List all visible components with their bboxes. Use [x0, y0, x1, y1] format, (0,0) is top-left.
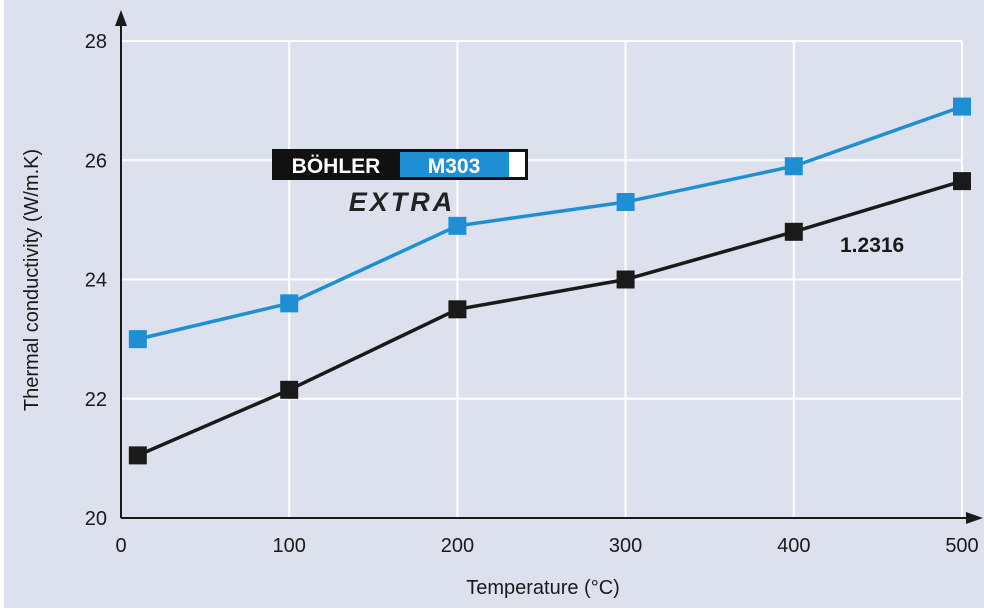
y-tick-label: 28 [85, 31, 107, 53]
bohler-m303-extra-logo: BÖHLER M303 EXTRA [272, 149, 528, 217]
y-tick-label: 26 [85, 150, 107, 172]
x-tick-label: 300 [609, 535, 642, 557]
x-tick-label: 200 [441, 535, 474, 557]
logo-white-box [509, 152, 525, 177]
x-tick-label: 0 [115, 535, 126, 557]
y-tick-label: 20 [85, 508, 107, 530]
x-tick-label: 500 [945, 535, 978, 557]
series-1-point [128, 446, 147, 465]
logo-bohler-text: BÖHLER [292, 155, 381, 178]
series-1-point [280, 380, 299, 399]
series-line-0 [137, 104, 963, 341]
series-0-point [784, 157, 803, 176]
x-tick-label: 400 [777, 535, 810, 557]
y-axis-label: Thermal conductivity (W/m.K) [21, 149, 43, 411]
series-0-point [448, 216, 467, 235]
x-tick-label: 100 [273, 535, 306, 557]
logo-blue-box [400, 152, 509, 177]
series-layer [128, 97, 971, 465]
axis-layer [115, 10, 983, 524]
tick-label-layer: 20 22 24 26 28 0 100 200 300 400 500 [85, 31, 979, 557]
series-label-1-2316: 1.2316 [840, 234, 904, 257]
series-0-point [128, 330, 147, 349]
series-1-point [953, 172, 971, 191]
y-tick-label: 22 [85, 389, 107, 411]
logo-extra-text: EXTRA [349, 187, 456, 217]
series-0-point [280, 294, 299, 313]
y-axis-arrow-icon [115, 10, 127, 26]
series-1-point [784, 222, 803, 241]
series-0-point [616, 192, 635, 211]
series-1-point [448, 300, 467, 319]
grid-layer [121, 40, 963, 518]
series-0-point [953, 97, 971, 116]
y-tick-label: 24 [85, 270, 107, 292]
series-line-1 [137, 179, 963, 457]
series-1-point [616, 270, 635, 289]
x-axis-arrow-icon [966, 512, 983, 524]
x-axis-label: Temperature (°C) [466, 577, 620, 599]
logo-m303-text: M303 [428, 155, 481, 178]
